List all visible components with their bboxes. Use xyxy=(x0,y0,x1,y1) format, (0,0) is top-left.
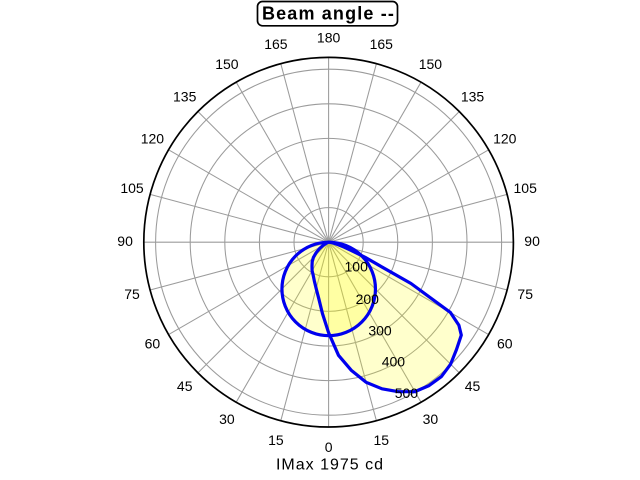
svg-text:IMax 1975 cd: IMax 1975 cd xyxy=(276,457,384,474)
svg-text:165: 165 xyxy=(370,36,394,52)
svg-text:90: 90 xyxy=(117,233,133,249)
svg-text:300: 300 xyxy=(368,322,392,338)
svg-text:135: 135 xyxy=(173,89,197,105)
svg-text:15: 15 xyxy=(374,432,390,448)
svg-text:200: 200 xyxy=(356,291,380,307)
svg-text:105: 105 xyxy=(514,180,538,196)
svg-text:500: 500 xyxy=(395,385,419,401)
svg-text:Beam angle --: Beam angle -- xyxy=(262,4,395,24)
svg-text:120: 120 xyxy=(493,131,517,147)
svg-text:15: 15 xyxy=(268,432,284,448)
svg-text:30: 30 xyxy=(423,411,439,427)
svg-text:400: 400 xyxy=(382,354,406,370)
svg-text:180: 180 xyxy=(317,30,341,46)
svg-text:150: 150 xyxy=(419,56,443,72)
svg-text:45: 45 xyxy=(177,378,193,394)
svg-text:120: 120 xyxy=(141,131,165,147)
svg-text:105: 105 xyxy=(120,180,144,196)
svg-text:60: 60 xyxy=(145,336,161,352)
svg-text:150: 150 xyxy=(215,56,239,72)
svg-text:100: 100 xyxy=(345,259,369,275)
svg-text:45: 45 xyxy=(465,378,481,394)
svg-text:75: 75 xyxy=(124,286,140,302)
svg-text:165: 165 xyxy=(264,36,288,52)
svg-text:60: 60 xyxy=(497,336,513,352)
svg-text:90: 90 xyxy=(524,233,540,249)
svg-text:0: 0 xyxy=(325,439,333,455)
svg-text:30: 30 xyxy=(219,411,235,427)
svg-text:75: 75 xyxy=(517,286,533,302)
svg-text:135: 135 xyxy=(461,89,485,105)
